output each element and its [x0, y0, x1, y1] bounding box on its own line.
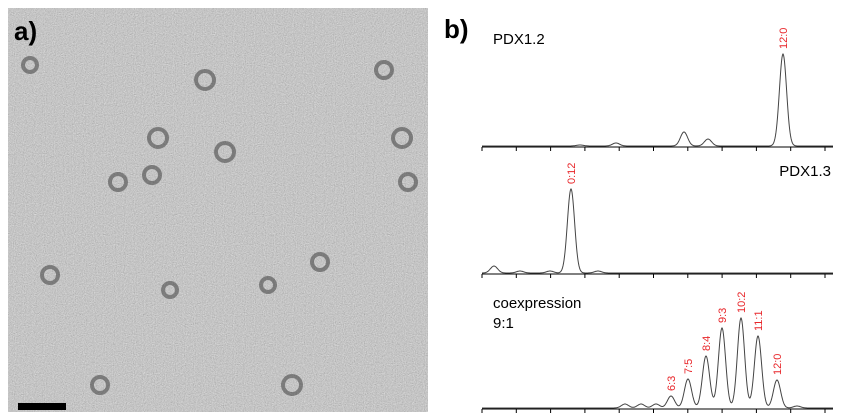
trace — [482, 188, 833, 274]
plot-title: PDX1.3 — [779, 163, 831, 180]
peak-label: 9:3 — [717, 308, 729, 323]
peak-label: 6:3 — [666, 376, 678, 391]
plot-title: 9:1 — [493, 315, 514, 332]
micrograph: a) — [8, 8, 428, 412]
peak-label: 8:4 — [701, 336, 713, 351]
trace — [482, 316, 833, 409]
peak-label: 11:1 — [753, 310, 765, 331]
peak-label: 7:5 — [683, 359, 695, 374]
peak-label: 10:2 — [736, 292, 748, 313]
plot-title: coexpression — [493, 295, 581, 312]
peak-label: 12:0 — [772, 354, 784, 375]
particles — [21, 56, 418, 396]
trace — [482, 52, 833, 147]
scale-bar — [18, 403, 66, 410]
plot-title: PDX1.2 — [493, 31, 545, 48]
panel-label: a) — [14, 16, 37, 46]
peak-label: 12:0 — [778, 28, 790, 49]
panel-label: b) — [444, 14, 469, 44]
peak-label: 0:12 — [566, 163, 578, 184]
